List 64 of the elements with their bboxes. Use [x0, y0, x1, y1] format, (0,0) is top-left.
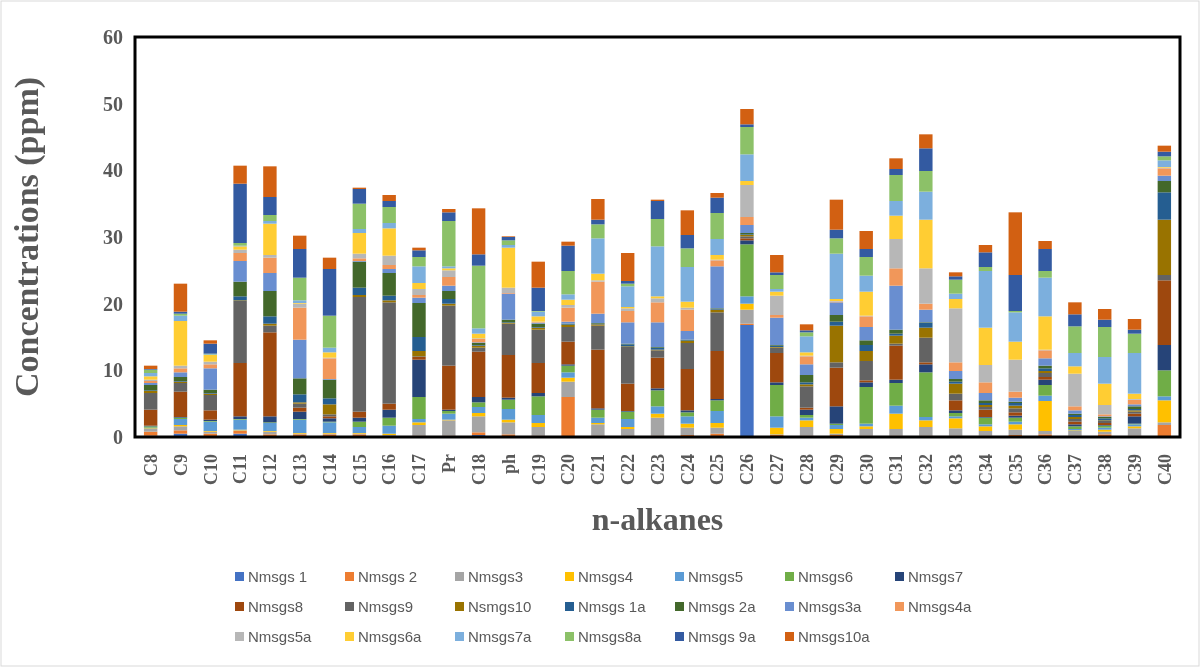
x-tick-label: C23	[647, 454, 668, 485]
legend-label: Nmsgs3	[468, 567, 524, 585]
y-tick-label: 20	[103, 292, 123, 315]
x-tick-label: Pr	[439, 453, 460, 473]
x-tick-label: C25	[707, 454, 728, 485]
legend-label: Nmsgs 1a	[578, 597, 647, 615]
legend-label: Nmsgs 1	[248, 567, 308, 585]
x-tick-label: C33	[945, 454, 966, 485]
legend-label: Nmsgs 2a	[688, 597, 757, 615]
legend-label: Nmsgs8	[248, 597, 304, 615]
x-tick-label: C22	[617, 454, 638, 485]
legend-label: Nmsgs 9a	[688, 627, 757, 645]
x-tick-label: C11	[230, 454, 251, 485]
y-tick-label: 60	[103, 25, 123, 48]
x-tick-label: C24	[677, 454, 698, 485]
legend-label: Nmsgs5	[688, 567, 744, 585]
x-tick-label: C38	[1095, 454, 1116, 485]
legend-label: Nmsgs4a	[908, 597, 973, 615]
x-tick-label: C27	[767, 454, 788, 485]
x-tick-label: C34	[975, 454, 996, 485]
x-tick-label: C15	[349, 454, 370, 485]
legend-label: Nmsgs9	[358, 597, 414, 615]
x-tick-label: C18	[468, 454, 489, 485]
x-tick-label: C37	[1065, 454, 1086, 485]
x-axis-title: n-alkanes	[591, 501, 724, 537]
x-tick-label: C35	[1005, 454, 1026, 485]
x-tick-label: C9	[170, 454, 191, 476]
legend-label: Nsmgs10	[468, 597, 532, 615]
x-tick-label: C16	[379, 454, 400, 485]
legend-label: Nmsgs7a	[468, 627, 533, 645]
x-tick-label: C12	[260, 454, 281, 485]
legend-label: Nmsgs 2	[358, 567, 418, 585]
x-tick-label: C36	[1035, 454, 1056, 485]
legend-label: Nmsgs6	[798, 567, 854, 585]
y-tick-label: 50	[103, 92, 123, 115]
legend-label: Nmsgs6a	[358, 627, 423, 645]
legend-label: Nmsgs4	[578, 567, 634, 585]
x-tick-label: C32	[916, 454, 937, 485]
x-tick-label: C20	[558, 454, 579, 485]
x-tick-label: C28	[796, 454, 817, 485]
x-tick-label: C30	[856, 454, 877, 485]
legend-label: Nmsgs10a	[798, 627, 871, 645]
x-tick-label: ph	[498, 454, 519, 475]
x-tick-label: C13	[290, 454, 311, 485]
y-axis-title: Concentrations (ppm)	[8, 76, 46, 398]
y-tick-label: 40	[103, 159, 123, 182]
legend-label: Nmsgs7	[908, 567, 964, 585]
y-tick-label: 0	[113, 425, 123, 448]
y-tick-label: 10	[103, 359, 123, 382]
x-tick-label: C8	[140, 454, 161, 476]
x-tick-label: C10	[200, 454, 221, 485]
x-tick-label: C26	[737, 454, 758, 485]
x-tick-label: C17	[409, 454, 430, 485]
legend-label: Nmsgs8a	[578, 627, 643, 645]
x-tick-label: C40	[1154, 454, 1175, 485]
x-tick-label: C29	[826, 454, 847, 485]
legend-label: Nmsgs3a	[798, 597, 863, 615]
x-tick-label: C39	[1124, 454, 1145, 485]
x-tick-label: C31	[886, 454, 907, 485]
x-tick-label: C19	[528, 454, 549, 485]
y-tick-label: 30	[103, 225, 123, 248]
x-tick-label: C21	[588, 454, 609, 485]
x-tick-label: C14	[319, 454, 340, 485]
legend-label: Nmsgs5a	[248, 627, 313, 645]
